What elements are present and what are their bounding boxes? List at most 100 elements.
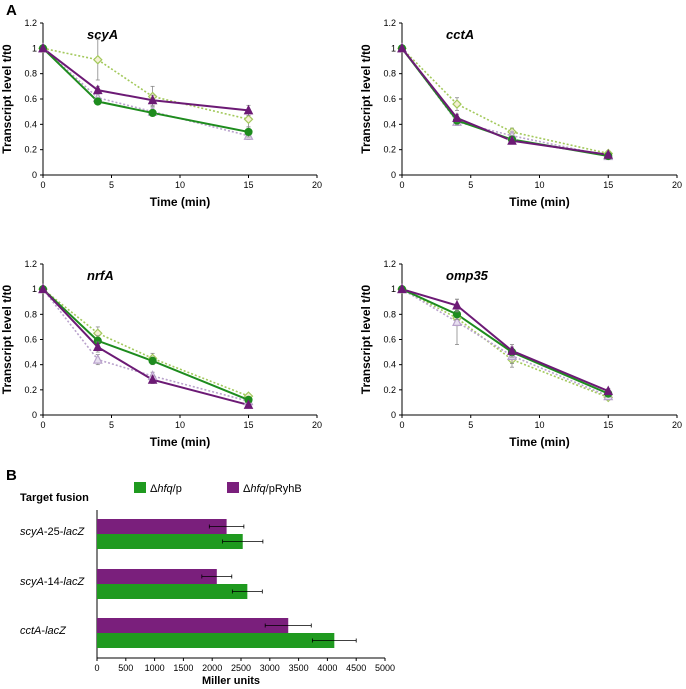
y-tick-label: 1 <box>32 284 37 294</box>
y-axis-title: Transcript level t/t0 <box>359 44 373 154</box>
y-tick-label: 0.2 <box>24 385 37 395</box>
data-point-green-dotted-diamond <box>92 54 103 65</box>
x-tick-label: 1500 <box>173 663 193 673</box>
y-axis-title: Transcript level t/t0 <box>359 284 373 394</box>
series-line-purple-solid-triangle <box>42 288 249 406</box>
series-line-purple-solid-triangle <box>401 288 609 393</box>
y-tick-label: 0 <box>32 410 37 420</box>
x-tick-label: 0 <box>40 180 45 190</box>
y-tick-label: 1.2 <box>24 259 37 269</box>
y-tick-label: 0 <box>32 170 37 180</box>
category-label: scyA-25-lacZ <box>20 526 85 538</box>
data-point-green-solid-circle <box>244 127 253 137</box>
series-line-green-solid-circle <box>42 288 249 401</box>
data-point-purple-solid-triangle <box>397 42 407 53</box>
data-point-purple-solid-triangle <box>92 84 103 95</box>
y-tick-label: 0.8 <box>383 69 396 79</box>
x-tick-label: 20 <box>312 420 322 430</box>
y-tick-label: 0.2 <box>383 145 396 155</box>
bar <box>97 633 335 648</box>
category-suffix: -14- <box>44 576 64 588</box>
y-tick-label: 0.4 <box>24 360 37 370</box>
bar <box>97 519 227 534</box>
x-tick-label: 4500 <box>346 663 366 673</box>
x-tick-label: 5 <box>468 180 473 190</box>
series-line-purple-dotted-triangle <box>42 47 249 137</box>
series-line-purple-solid-triangle <box>401 47 609 156</box>
x-tick-label: 20 <box>672 180 682 190</box>
x-tick-label: 5 <box>109 180 114 190</box>
x-tick-label: 5 <box>109 420 114 430</box>
bar <box>97 584 248 599</box>
chart-title: nrfA <box>87 268 114 283</box>
y-tick-label: 0.6 <box>383 335 396 345</box>
series-line-green-solid-circle <box>401 288 609 395</box>
x-tick-label: 2000 <box>202 663 222 673</box>
y-tick-label: 0.2 <box>24 145 37 155</box>
legend-delta: Δ <box>150 483 158 495</box>
legend-swatch <box>134 482 146 493</box>
y-tick-label: 0 <box>391 170 396 180</box>
series-line-green-dotted-diamond <box>42 288 249 397</box>
x-tick-label: 4000 <box>317 663 337 673</box>
bar <box>97 618 289 633</box>
y-tick-label: 1 <box>391 43 396 53</box>
y-tick-label: 1.2 <box>383 259 396 269</box>
x-tick-label: 3500 <box>289 663 309 673</box>
legend-label: Δhfq/pRyhB <box>243 483 302 495</box>
legend-italic: hfq <box>250 483 266 495</box>
x-axis-title: Time (min) <box>150 435 210 449</box>
x-tick-label: 10 <box>175 420 185 430</box>
x-tick-label: 15 <box>603 420 613 430</box>
data-point-purple-solid-triangle <box>507 135 517 145</box>
series-line-purple-dotted-triangle <box>401 47 609 157</box>
legend-italic: hfq <box>157 483 173 495</box>
legend-swatch <box>227 482 239 493</box>
chart-title: cctA <box>446 27 474 42</box>
data-point-purple-dotted-triangle <box>92 353 103 364</box>
y-tick-label: 1.2 <box>24 18 37 28</box>
y-tick-label: 1 <box>32 43 37 53</box>
x-tick-label: 15 <box>243 420 253 430</box>
x-tick-label: 5000 <box>375 663 395 673</box>
y-tick-label: 0.8 <box>24 69 37 79</box>
y-axis-title: Transcript level t/t0 <box>0 284 14 394</box>
data-point-green-solid-circle <box>93 97 102 106</box>
data-point-purple-solid-triangle <box>397 283 407 294</box>
x-tick-label: 15 <box>243 180 253 190</box>
x-tick-label: 10 <box>534 420 544 430</box>
y-tick-label: 0.6 <box>383 94 396 104</box>
x-tick-label: 0 <box>40 420 45 430</box>
category-label: scyA-14-lacZ <box>20 576 85 588</box>
x-tick-label: 1000 <box>145 663 165 673</box>
data-point-purple-solid-triangle <box>603 385 614 396</box>
category-suffix: -25- <box>44 526 64 538</box>
category-suffix: - <box>41 625 45 637</box>
y-tick-label: 0 <box>391 410 396 420</box>
line-chart-cctA: 0 0.2 0.4 0.6 0.8 1 1.2 0 5 10 15 20 Time (min) Trans… <box>359 18 682 209</box>
panel-label-a: A <box>6 2 17 19</box>
category-fusion: lacZ <box>63 526 85 538</box>
chart-title: scyA <box>87 27 118 42</box>
x-tick-label: 5 <box>468 420 473 430</box>
data-point-purple-solid-triangle <box>38 283 48 294</box>
x-tick-label: 3000 <box>260 663 280 673</box>
series-line-green-dotted-diamond <box>42 47 249 121</box>
series-line-green-solid-circle <box>401 47 609 157</box>
series-line-green-dotted-diamond <box>401 47 609 155</box>
category-label: cctA-lacZ <box>20 625 67 637</box>
data-point-purple-solid-triangle <box>147 94 158 105</box>
line-chart-omp35: 0 0.2 0.4 0.6 0.8 1 1.2 0 5 10 15 20 Time (min) Trans… <box>359 259 682 449</box>
y-tick-label: 0.4 <box>383 119 396 129</box>
data-point-purple-solid-triangle <box>92 341 103 352</box>
x-tick-label: 0 <box>94 663 99 673</box>
x-axis-title: Miller units <box>202 675 260 687</box>
x-tick-label: 2500 <box>231 663 251 673</box>
data-point-purple-solid-triangle <box>38 42 48 53</box>
x-axis-title: Time (min) <box>509 435 569 449</box>
y-tick-label: 0.2 <box>383 385 396 395</box>
y-tick-label: 0.6 <box>24 94 37 104</box>
x-tick-label: 0 <box>399 180 404 190</box>
category-gene: scyA <box>20 526 44 538</box>
